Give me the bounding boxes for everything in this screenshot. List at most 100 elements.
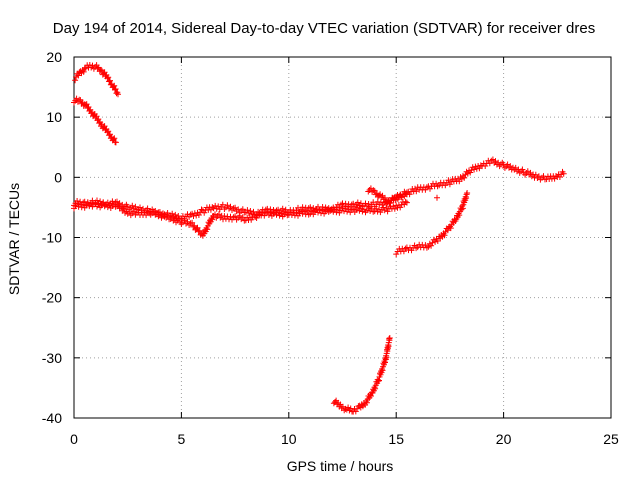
chart-title: Day 194 of 2014, Sidereal Day-to-day VTE… [53,20,595,37]
data-point [370,187,377,194]
y-tick-label: -30 [42,350,62,366]
data-point [181,217,188,224]
data-point [239,206,246,213]
data-point [354,405,361,412]
data-point [560,170,567,177]
data-point [396,193,403,200]
data-point [236,212,243,219]
x-tick-label: 0 [70,431,78,447]
data-point [97,66,104,73]
data-point [375,378,382,385]
data-point [201,209,208,216]
series-isolated [434,194,440,201]
data-point [556,174,563,180]
data-point [161,211,168,218]
data-point [398,194,405,201]
data-point [345,404,352,411]
data-point [124,203,131,210]
data-point [458,206,465,213]
data-point [219,201,226,208]
y-axis: 20 10 0 -10 -20 -30 -40 [42,49,611,426]
data-point [111,135,118,142]
x-axis-label: GPS time / hours [287,458,394,474]
series-arc-deep [330,335,393,415]
data-point [341,407,348,414]
data-point [198,206,205,213]
data-point [384,208,391,215]
data-point [403,199,410,206]
data-point [394,196,401,203]
y-tick-label: -40 [42,410,62,426]
data-point [429,239,436,246]
data-point [447,225,454,232]
series-arc-2 [71,95,119,146]
data-point [295,204,301,211]
data-point [227,203,234,210]
data-point [342,405,349,412]
data-point [209,216,216,223]
data-point [441,232,448,239]
data-point [363,399,370,406]
data-point [352,408,359,415]
data-point [115,91,121,98]
data-point [464,190,471,196]
data-point [172,211,179,218]
data-point [392,197,399,204]
data-point [209,204,216,211]
data-point [307,204,314,211]
data-point [184,218,191,225]
data-point [81,65,88,72]
x-tick-label: 15 [388,431,404,447]
data-point [402,190,409,197]
data-point [397,204,404,211]
data-point [204,226,211,233]
data-point [164,212,171,219]
data-point [113,90,120,97]
data-point [111,82,118,89]
data-point [428,242,435,249]
y-axis-label: SDTVAR / TECUs [6,183,22,295]
data-point [73,95,80,102]
data-point [473,165,480,172]
grid [74,57,611,418]
y-tick-label: -10 [42,230,62,246]
y-tick-label: 20 [46,49,62,65]
data-point [150,208,157,215]
data-point [105,74,112,81]
series-arc-rise [393,190,471,258]
data-point [383,204,390,211]
data-point [350,200,357,207]
data-point [368,393,374,399]
data-point [72,77,79,84]
data-point [122,209,128,216]
data-point [75,72,82,79]
data-point [400,191,407,198]
data-point [391,205,398,212]
x-axis: 0 5 10 15 20 25 [70,57,619,447]
data-point [471,166,478,173]
data-point [425,243,432,250]
data-point [519,166,526,173]
series-arc-1 [72,62,121,98]
data-point [386,335,393,341]
x-tick-label: 5 [178,431,186,447]
data-point [446,181,453,188]
y-tick-label: 10 [46,109,62,125]
data-point [224,202,231,209]
y-tick-label: 0 [54,169,62,185]
data-point [434,194,440,201]
data-point [195,212,202,218]
data-point [232,204,239,211]
x-tick-label: 25 [603,431,619,447]
data-point [372,385,379,392]
x-tick-label: 20 [496,431,512,447]
x-tick-label: 10 [281,431,297,447]
data-point [107,77,113,84]
data-point [130,208,137,215]
data-point [468,167,475,174]
series-arc-hump [365,185,410,206]
series-arc-lower [71,198,410,239]
data-point [456,212,463,219]
data-point [382,194,388,201]
